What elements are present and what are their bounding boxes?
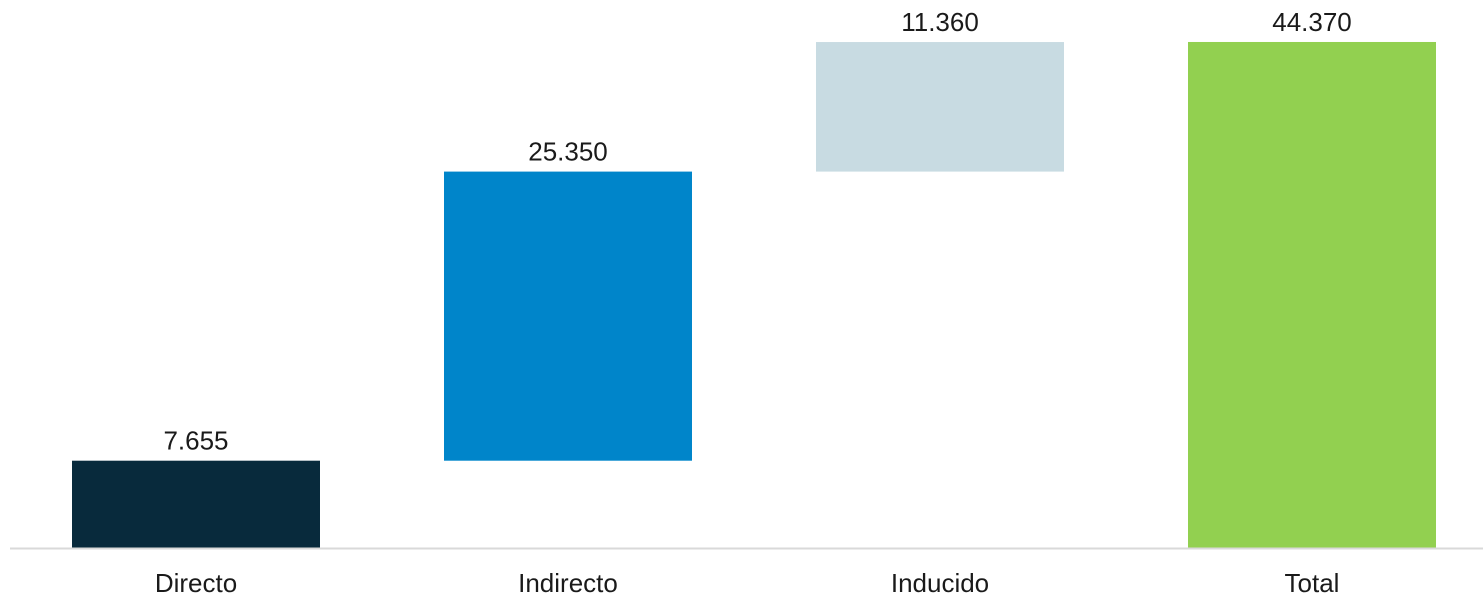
x-tick-label: Inducido <box>891 568 989 598</box>
bar <box>72 460 320 548</box>
bar <box>444 171 692 461</box>
value-label: 11.360 <box>901 7 979 37</box>
x-tick-label: Directo <box>155 568 237 598</box>
value-label: 25.350 <box>528 136 608 166</box>
value-label: 44.370 <box>1272 7 1352 37</box>
x-tick-label: Total <box>1285 568 1340 598</box>
x-tick-label: Indirecto <box>518 568 618 598</box>
value-label: 7.655 <box>163 426 228 456</box>
bar <box>1188 41 1436 549</box>
bar <box>816 42 1064 172</box>
